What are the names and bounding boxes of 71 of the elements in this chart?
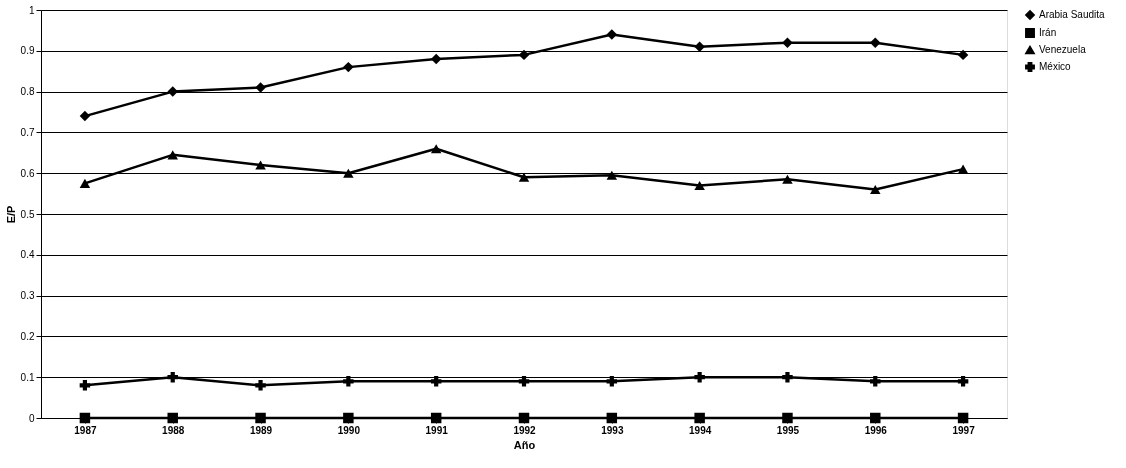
point: [343, 61, 354, 73]
point: [870, 376, 881, 387]
y-tick-label: 0.4: [20, 249, 35, 261]
y-axis-title: E/P: [4, 205, 17, 224]
legend-label: Irán: [1039, 27, 1057, 38]
x-tick-label: 1989: [249, 424, 273, 436]
point: [518, 412, 530, 424]
point: [606, 412, 618, 424]
y-tick-label: 0.8: [20, 86, 35, 98]
x-tick-label: 1996: [864, 424, 888, 436]
point: [606, 29, 618, 40]
y-tick-label: 1: [28, 4, 35, 16]
x-tick-label: 1995: [776, 424, 800, 436]
legend-label: Arabia Saudita: [1039, 9, 1106, 20]
point: [694, 412, 705, 424]
x-tick-label: 1990: [337, 424, 361, 436]
x-tick-label: 1997: [952, 424, 976, 436]
point: [255, 412, 266, 424]
point: [518, 376, 530, 387]
point: [782, 371, 793, 383]
y-tick-label: 0.6: [20, 167, 35, 179]
legend-label: México: [1039, 61, 1072, 72]
x-tick-label: 1987: [74, 424, 97, 436]
point: [79, 178, 91, 188]
point: [255, 380, 266, 391]
x-axis-title: Año: [513, 438, 536, 451]
point: [694, 371, 705, 383]
y-tick-label: 0.5: [20, 208, 35, 220]
point: [167, 86, 178, 97]
y-tick-label: 0.7: [20, 126, 35, 138]
point: [430, 144, 442, 154]
point: [343, 168, 354, 178]
point: [782, 412, 793, 424]
point: [430, 412, 442, 424]
x-tick-label: 1991: [425, 424, 449, 436]
y-tick-label: 0.9: [20, 45, 35, 57]
point: [694, 180, 705, 190]
point: [870, 184, 881, 195]
x-tick-label: 1993: [601, 424, 624, 436]
point: [957, 49, 969, 61]
point: [782, 37, 793, 48]
point: [606, 170, 618, 180]
point: [343, 412, 354, 424]
y-tick-label: 0.3: [20, 290, 35, 302]
x-tick-label: 1988: [162, 424, 185, 436]
point: [957, 412, 969, 424]
point: [606, 376, 618, 387]
point: [694, 41, 705, 52]
point: [79, 110, 91, 122]
point: [167, 150, 178, 160]
x-tick-label: 1992: [513, 424, 537, 436]
point: [870, 37, 881, 48]
point: [79, 380, 91, 391]
point: [167, 412, 178, 424]
y-tick-label: 0.1: [20, 371, 35, 383]
point: [167, 371, 178, 383]
point: [518, 49, 530, 61]
point: [79, 412, 91, 424]
point: [957, 376, 969, 387]
point: [870, 412, 881, 424]
legend-label: Venezuela: [1039, 44, 1087, 55]
point: [430, 376, 442, 387]
point: [430, 53, 442, 65]
x-tick-label: 1994: [689, 424, 712, 436]
point: [255, 82, 266, 93]
point: [782, 174, 793, 184]
point: [343, 376, 354, 387]
y-tick-label: 0.2: [20, 330, 35, 342]
point: [255, 160, 266, 170]
y-tick-label: 0: [28, 412, 35, 424]
point: [957, 164, 969, 174]
